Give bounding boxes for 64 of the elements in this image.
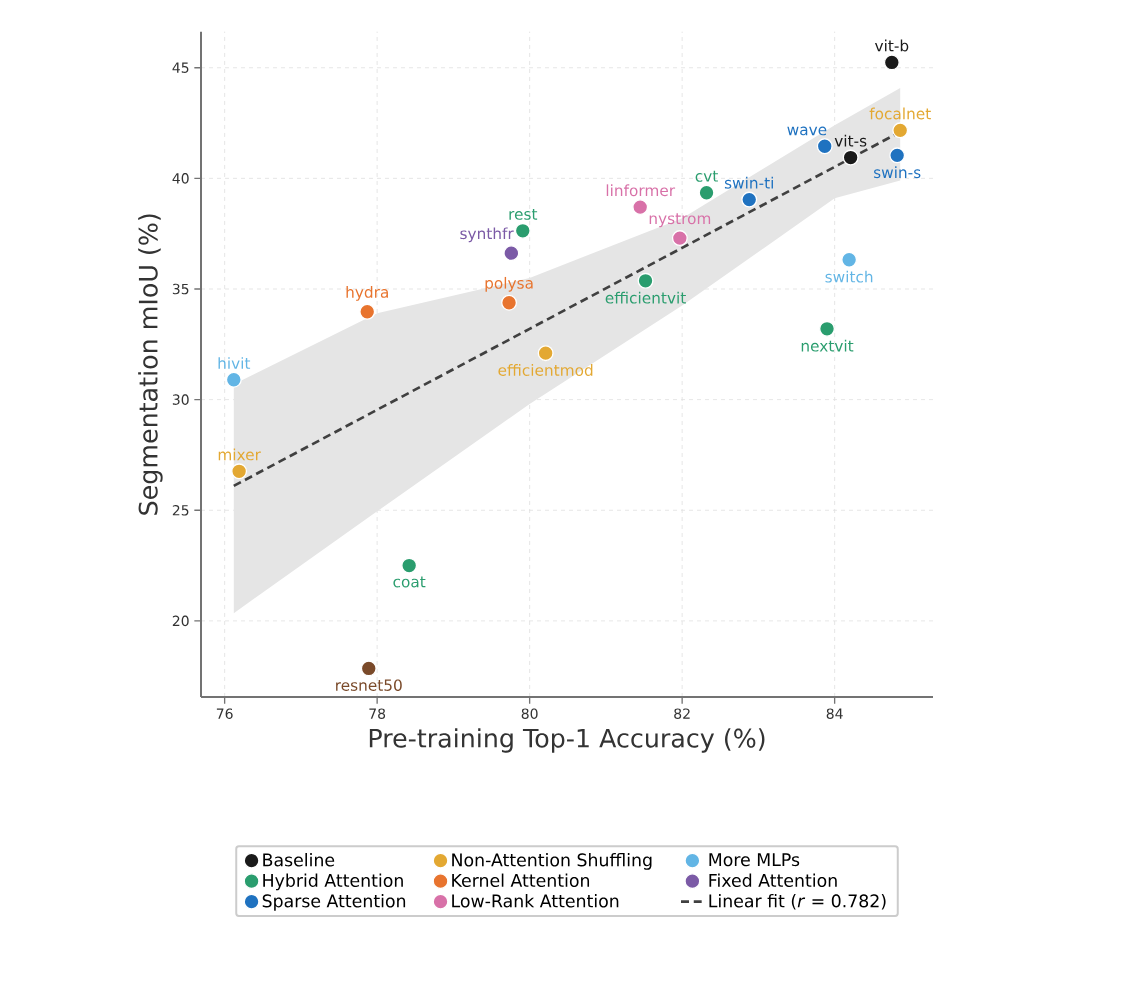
legend-label: Kernel Attention bbox=[452, 873, 590, 887]
y-tick-label: 30 bbox=[172, 394, 189, 405]
point bbox=[892, 122, 909, 139]
x-axis-title: Pre-training Top-1 Accuracy (%) bbox=[369, 728, 765, 753]
annotation: efficientmod bbox=[498, 364, 593, 376]
point bbox=[883, 54, 900, 71]
point bbox=[889, 147, 906, 164]
point bbox=[841, 251, 858, 268]
annotation: linformer bbox=[606, 184, 676, 197]
point bbox=[501, 294, 518, 311]
legend-label: Non-Attention Shuffling bbox=[452, 853, 652, 870]
x-tick-label: 82 bbox=[674, 708, 690, 719]
annotation: swin-ti bbox=[724, 176, 773, 189]
annotation: mixer bbox=[218, 448, 261, 461]
annotation: vit-s bbox=[834, 134, 867, 147]
point bbox=[225, 371, 242, 388]
legend-label: Fixed Attention bbox=[709, 873, 837, 887]
point bbox=[819, 320, 836, 337]
annotation: swin-s bbox=[873, 166, 921, 179]
point bbox=[632, 199, 649, 216]
y-tick-label: 35 bbox=[172, 283, 189, 295]
x-tick-label: 76 bbox=[216, 708, 233, 719]
annotation: cvt bbox=[695, 170, 718, 182]
x-tick-label: 80 bbox=[521, 708, 538, 719]
point bbox=[359, 303, 376, 320]
y-axis-title: Segmentation mIoU (%) bbox=[138, 214, 163, 515]
legend-label: More MLPs bbox=[709, 853, 800, 867]
point bbox=[671, 230, 688, 247]
point bbox=[503, 245, 520, 262]
legend-label: Baseline bbox=[263, 853, 335, 867]
annotation: switch bbox=[825, 270, 873, 283]
point bbox=[637, 272, 654, 289]
annotation: nextvit bbox=[801, 339, 854, 352]
legend-label: Sparse Attention bbox=[262, 894, 406, 911]
point bbox=[537, 345, 554, 362]
annotation: focalnet bbox=[869, 107, 931, 120]
point bbox=[842, 149, 859, 166]
annotation: hydra bbox=[346, 286, 388, 301]
point bbox=[514, 222, 531, 239]
y-tick-label: 40 bbox=[172, 173, 189, 184]
annotation: nystrom bbox=[649, 213, 711, 228]
point bbox=[401, 557, 418, 574]
annotation: vit-b bbox=[874, 39, 909, 52]
y-tick-label: 20 bbox=[172, 615, 189, 627]
legend-label: Hybrid Attention bbox=[263, 873, 403, 891]
legend-label: Linear fit (r = 0.782) bbox=[709, 894, 886, 910]
annotation: coat bbox=[393, 576, 426, 588]
point bbox=[698, 184, 715, 201]
x-tick-label: 78 bbox=[369, 708, 386, 719]
annotation: synthfr bbox=[460, 227, 514, 243]
point bbox=[816, 138, 833, 155]
annotation: hivit bbox=[218, 357, 251, 369]
annotation: wave bbox=[787, 126, 827, 136]
annotation: resnet50 bbox=[336, 679, 402, 691]
annotation: polysa bbox=[485, 276, 533, 292]
y-tick-label: 45 bbox=[172, 62, 189, 73]
x-tick-label: 84 bbox=[826, 708, 843, 719]
legend-label: Low-Rank Attention bbox=[452, 894, 619, 908]
point bbox=[231, 463, 248, 480]
point bbox=[360, 660, 377, 677]
point bbox=[741, 191, 758, 208]
y-tick-label: 25 bbox=[172, 504, 189, 516]
annotation: efficientvit bbox=[605, 291, 686, 304]
annotation: rest bbox=[509, 208, 538, 220]
